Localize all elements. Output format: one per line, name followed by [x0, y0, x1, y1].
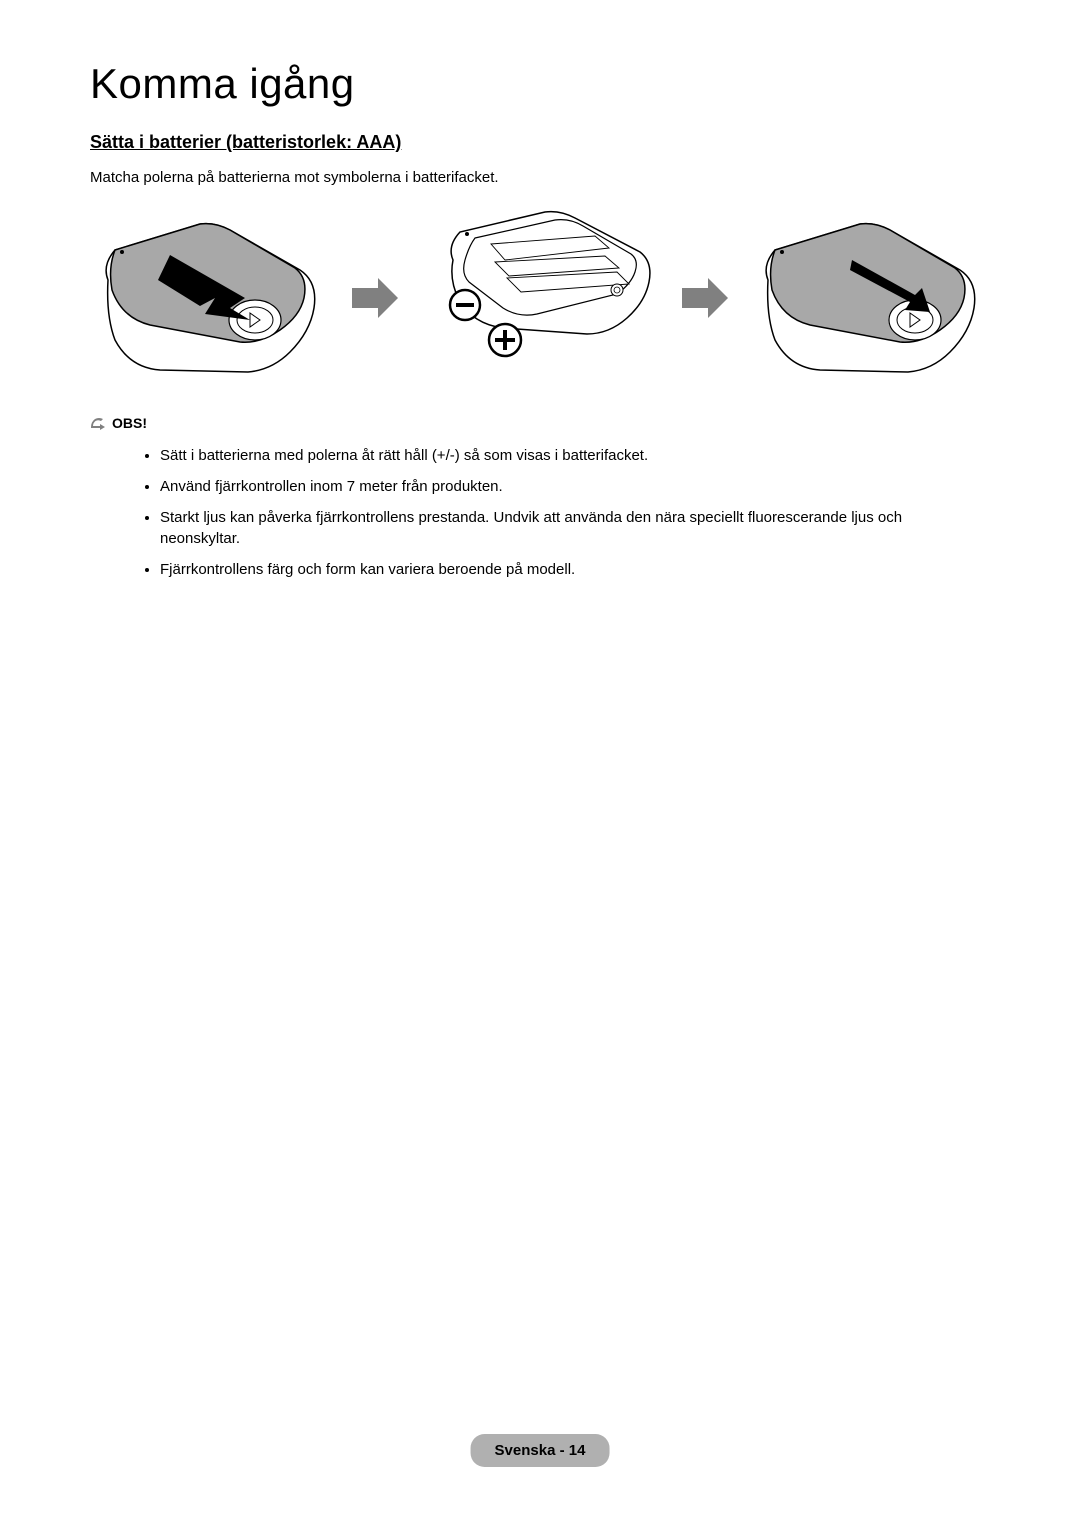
diagram-arrow-2 [680, 276, 730, 320]
remote-polarity-icon [425, 210, 655, 385]
note-list: Sätt i batterierna med polerna åt rätt h… [90, 445, 990, 580]
note-header: OBS! [90, 415, 990, 431]
diagram-step-2 [420, 210, 660, 385]
note-icon [90, 416, 106, 430]
diagram-step-1 [90, 220, 330, 375]
note-item: Fjärrkontrollens färg och form kan varie… [160, 559, 970, 580]
page-container: Komma igång Sätta i batterier (batterist… [0, 0, 1080, 1519]
arrow-right-icon [680, 276, 730, 320]
note-item: Sätt i batterierna med polerna åt rätt h… [160, 445, 970, 466]
note-item: Starkt ljus kan påverka fjärrkontrollens… [160, 507, 970, 549]
battery-diagram-row [90, 204, 990, 385]
arrow-right-icon [350, 276, 400, 320]
page-footer: Svenska - 14 [471, 1434, 610, 1467]
diagram-arrow-1 [350, 276, 400, 320]
note-item: Använd fjärrkontrollen inom 7 meter från… [160, 476, 970, 497]
diagram-step-3 [750, 220, 990, 375]
section-title: Sätta i batterier (batteristorlek: AAA) [90, 132, 990, 153]
remote-open-1-icon [100, 220, 320, 375]
note-label: OBS! [112, 415, 147, 431]
remote-close-icon [760, 220, 980, 375]
intro-text: Matcha polerna på batterierna mot symbol… [90, 169, 990, 186]
chapter-title: Komma igång [90, 60, 990, 108]
